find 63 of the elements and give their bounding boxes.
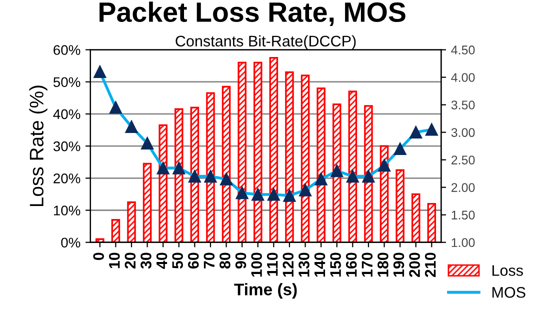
bar: [396, 169, 404, 242]
bar: [348, 90, 358, 242]
y2-tick-label: 2.00: [451, 183, 475, 192]
x-tick-label: 180: [378, 252, 388, 277]
y2-tick-label: 3.00: [451, 128, 475, 137]
x-tick-label: 200: [409, 252, 420, 278]
bar: [206, 92, 215, 242]
y-axis-title: Loss Rate (%): [29, 86, 48, 206]
bar: [364, 105, 373, 242]
y2-tick-label: 1.50: [452, 210, 475, 220]
x-tick-label: 10: [108, 252, 120, 268]
chart-subtitle: Constants Bit-Rate(DCCP): [176, 35, 356, 50]
bar: [111, 219, 120, 242]
x-tick-label: 60: [188, 252, 199, 269]
bar: [238, 62, 246, 242]
y2-tick-label: 4.00: [451, 73, 475, 82]
y2-tick-label: 4.50: [451, 46, 475, 54]
bar: [222, 86, 231, 242]
y-tick-label: 30%: [53, 141, 80, 152]
legend-label: MOS: [492, 286, 526, 298]
x-tick-label: 70: [204, 252, 215, 268]
bar: [411, 193, 420, 242]
bar: [253, 62, 262, 242]
y2-tick-label: 1.00: [452, 238, 475, 248]
x-tick-label: 110: [266, 252, 278, 276]
y-tick-label: 40%: [53, 109, 80, 120]
x-axis-title: Time (s): [234, 283, 297, 299]
y-tick-label: 20%: [54, 173, 80, 184]
x-tick-label: 160: [346, 252, 357, 277]
chart-title: Packet Loss Rate, MOS: [100, 2, 406, 26]
bar: [96, 238, 104, 242]
x-tick-label: 40: [156, 252, 168, 269]
x-tick-label: 0: [93, 252, 104, 260]
bar: [316, 87, 326, 242]
y-tick-label: 50%: [53, 77, 80, 88]
x-tick-label: 190: [393, 252, 404, 277]
x-tick-label: 30: [140, 252, 152, 269]
bar: [300, 74, 310, 242]
x-tick-label: 100: [251, 252, 262, 277]
x-tick-label: 210: [424, 252, 436, 278]
x-tick-label: 130: [298, 252, 310, 277]
bar: [285, 71, 294, 242]
y2-tick-label: 3.50: [451, 100, 475, 110]
bar: [127, 201, 136, 242]
bar: [269, 56, 278, 242]
x-tick-label: 90: [235, 252, 246, 269]
x-tick-label: 120: [282, 252, 294, 277]
bar: [142, 162, 152, 242]
bar: [427, 203, 436, 242]
y-tick-label: 0%: [61, 238, 80, 248]
x-tick-label: 80: [220, 252, 230, 269]
x-tick-label: 170: [362, 252, 373, 277]
x-tick-label: 140: [314, 252, 326, 277]
bar: [190, 106, 200, 242]
x-tick-label: 150: [330, 252, 341, 277]
y-tick-label: 60%: [54, 45, 80, 55]
bar: [174, 108, 184, 242]
x-tick-label: 50: [172, 252, 183, 269]
legend-label: Loss: [492, 265, 523, 276]
y-tick-label: 10%: [54, 206, 80, 216]
y2-tick-label: 2.50: [451, 156, 475, 164]
x-tick-label: 20: [124, 252, 136, 269]
bar: [332, 103, 342, 242]
